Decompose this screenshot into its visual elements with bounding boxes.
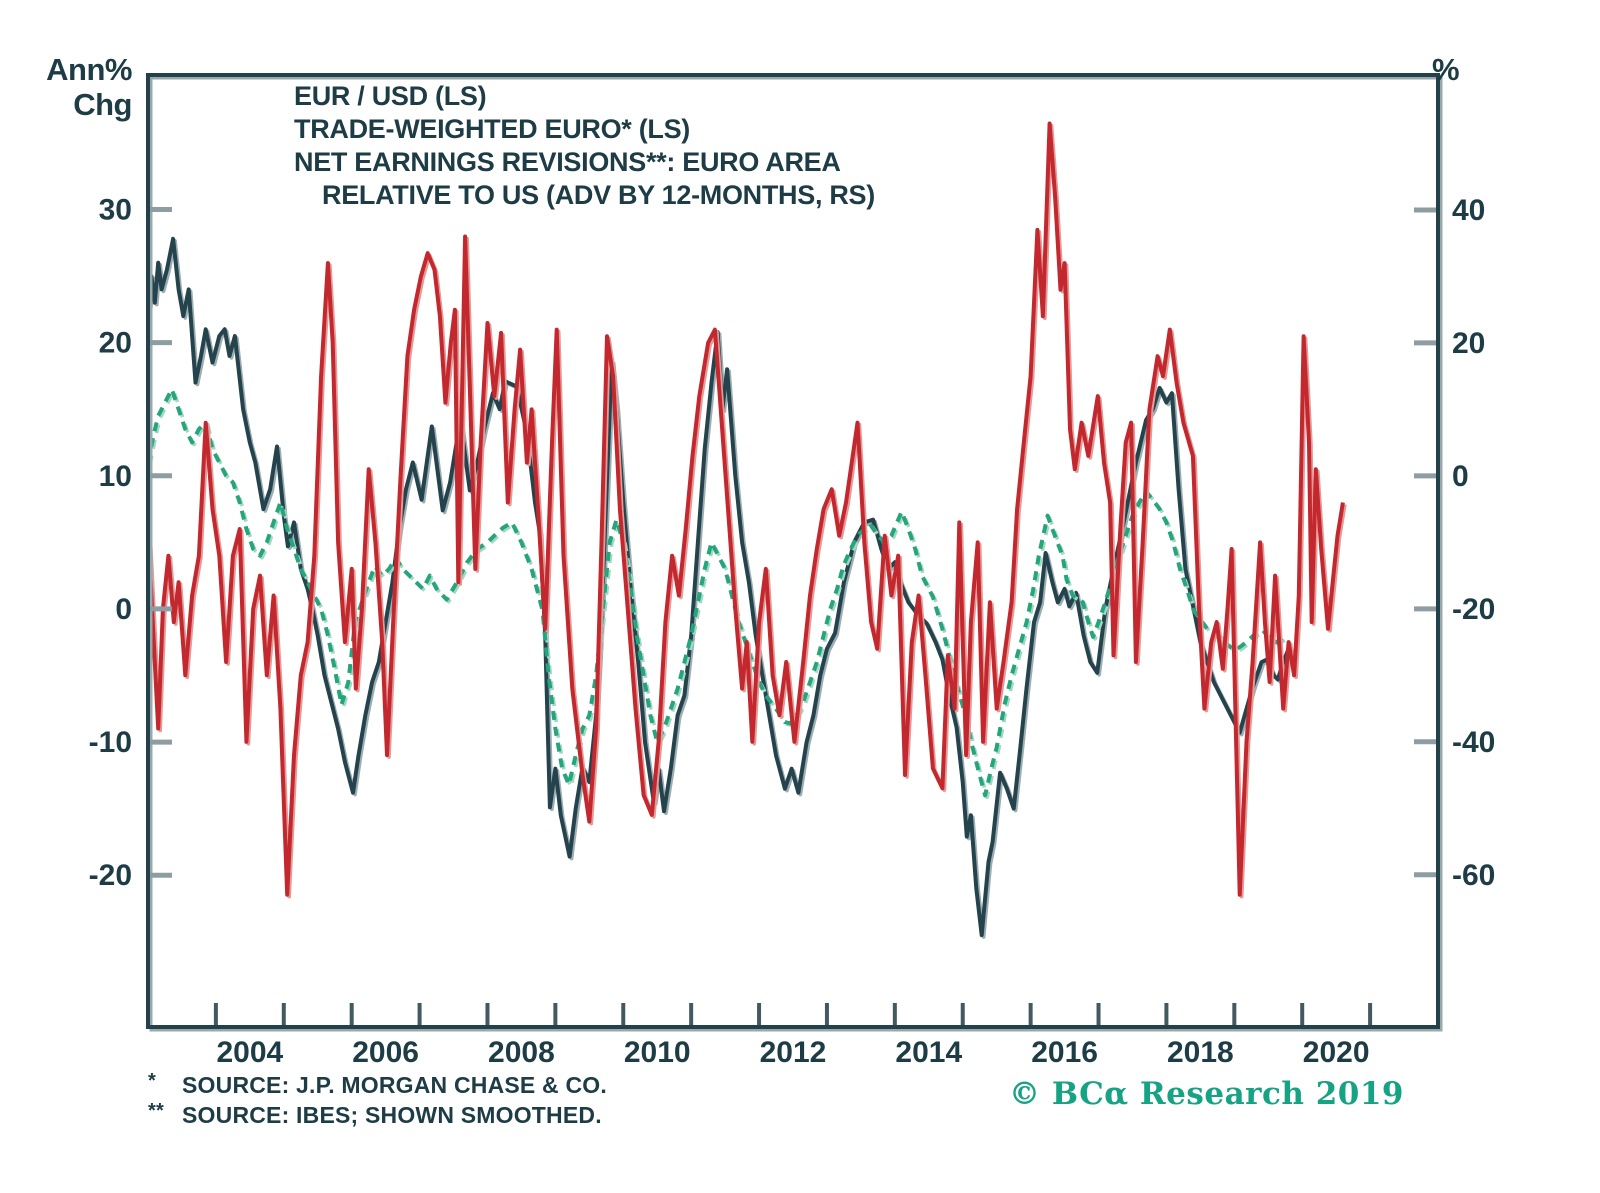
legend-label: EUR / USD (LS) <box>294 81 487 111</box>
footnote-marker: * <box>148 1070 156 1092</box>
tick-label: 2016 <box>1031 1036 1098 1069</box>
tick-label: 10 <box>99 460 132 493</box>
eur-usd-line <box>146 236 1291 938</box>
plot-frame <box>146 73 1440 1029</box>
tick-label: -10 <box>89 726 132 759</box>
tick-label: -60 <box>1452 859 1495 892</box>
net-earnings-revisions-line <box>146 121 1345 897</box>
legend-label: NET EARNINGS REVISIONS**: EURO AREA <box>294 147 841 177</box>
legend-item-trade-weighted-euro: TRADE-WEIGHTED EURO* (LS) <box>206 113 875 146</box>
footnote-source-1: * SOURCE: J.P. MORGAN CHASE & CO. <box>148 1070 607 1102</box>
tick-label: 2018 <box>1167 1036 1234 1069</box>
plot-frame-shadow <box>149 76 1443 1032</box>
right-axis-title: % <box>1432 52 1460 87</box>
left-axis-title-line2: Chg <box>73 87 132 122</box>
trade-weighted-euro-line <box>146 387 1286 798</box>
left-axis-title: Ann% Chg <box>40 52 132 122</box>
tick-label: 2006 <box>352 1036 419 1069</box>
tick-label: 2008 <box>488 1036 555 1069</box>
tick-label: 0 <box>1452 460 1469 493</box>
tick-label: 30 <box>99 193 132 226</box>
tick-label: 2010 <box>624 1036 691 1069</box>
tick-label: 0 <box>115 593 132 626</box>
legend-item-eur-usd: EUR / USD (LS) <box>206 80 875 113</box>
bca-research-logo: © BCα Research 2019 <box>1009 1076 1404 1112</box>
tick-label: -40 <box>1452 726 1495 759</box>
footnote-text: SOURCE: J.P. MORGAN CHASE & CO. <box>182 1072 607 1098</box>
tick-label: 2004 <box>216 1036 283 1069</box>
tick-label: 2012 <box>760 1036 827 1069</box>
tick-label: 2014 <box>895 1036 962 1069</box>
net-earnings-revisions-line-halo <box>148 123 1347 899</box>
legend-item-net-earnings-revisions: NET EARNINGS REVISIONS**: EURO AREA <box>206 146 875 179</box>
legend-item-net-earnings-revisions-line2: RELATIVE TO US (ADV BY 12-MONTHS, RS) <box>206 179 875 212</box>
legend-label: RELATIVE TO US (ADV BY 12-MONTHS, RS) <box>322 180 875 210</box>
chart-legend: EUR / USD (LS) TRADE-WEIGHTED EURO* (LS)… <box>206 80 875 212</box>
trade-weighted-euro-line-halo <box>148 389 1288 800</box>
left-axis-title-line1: Ann% <box>46 52 132 87</box>
footnote-marker: ** <box>148 1100 164 1122</box>
footnote-text: SOURCE: IBES; SHOWN SMOOTHED. <box>182 1102 602 1128</box>
tick-label: 20 <box>99 327 132 360</box>
tick-label: 2020 <box>1303 1036 1370 1069</box>
footnotes: * SOURCE: J.P. MORGAN CHASE & CO. ** SOU… <box>148 1070 607 1132</box>
tick-label: 20 <box>1452 327 1485 360</box>
tick-label: -20 <box>1452 593 1495 626</box>
footnote-source-2: ** SOURCE: IBES; SHOWN SMOOTHED. <box>148 1100 607 1132</box>
tick-label: 40 <box>1452 194 1485 227</box>
legend-label: TRADE-WEIGHTED EURO* (LS) <box>294 114 690 144</box>
tick-label: -20 <box>89 859 132 892</box>
